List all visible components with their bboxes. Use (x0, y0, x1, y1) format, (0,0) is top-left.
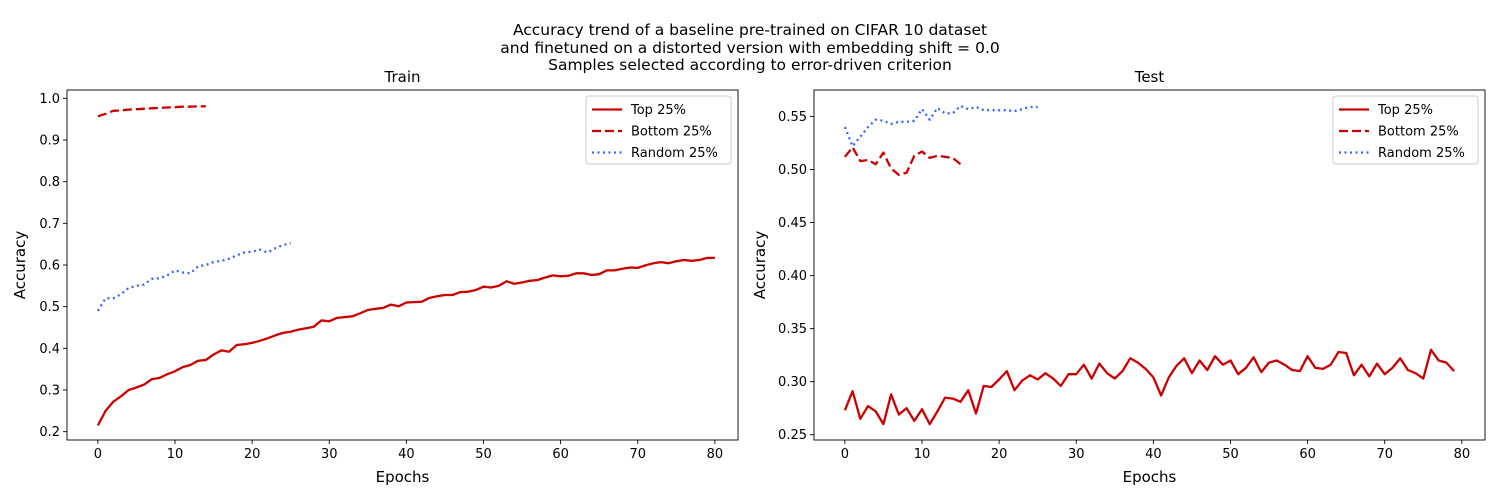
train-chart: 0 10 20 30 40 50 60 70 80 0.2 0.3 0.4 0.5 0.6 0.7 0.8 0.… (11, 68, 739, 486)
train-x-tick-label: 30 (321, 447, 338, 462)
train-x-tick-label: 10 (167, 447, 184, 462)
test-y-tick-label: 0.35 (778, 322, 807, 337)
test-chart: 0 10 20 30 40 50 60 70 80 0.25 0.30 0.35 0.40 0.45 0.5… (751, 68, 1486, 486)
train-series-top-line (96, 256, 715, 426)
train-x-tick-label: 50 (475, 447, 492, 462)
train-y-tick-label: 1.0 (39, 92, 60, 107)
figure-title: Accuracy trend of a baseline pre-trained… (0, 21, 1500, 75)
test-x-tick-label: 80 (1454, 447, 1471, 462)
test-legend-label-random: Random 25% (1378, 146, 1465, 161)
test-y-tick-label: 0.40 (778, 269, 807, 284)
test-axes-frame (813, 89, 1486, 441)
test-y-tick-label: 0.50 (778, 163, 807, 178)
train-x-tick-label: 0 (94, 447, 102, 462)
test-title: Test (1134, 68, 1165, 86)
train-legend-label-bottom: Bottom 25% (631, 125, 712, 140)
figure-title-line-2: and finetuned on a distorted version wit… (500, 38, 1000, 57)
test-x-tick-label: 50 (1222, 447, 1239, 462)
test-y-tick-label: 0.55 (778, 110, 807, 125)
train-y-tick-label: 0.6 (39, 259, 60, 274)
train-x-tick-label: 70 (629, 447, 646, 462)
test-x-tick-label: 40 (1145, 447, 1162, 462)
test-y-axis-label: Accuracy (751, 231, 769, 300)
test-x-tick-label: 70 (1376, 447, 1393, 462)
test-series-random-line (843, 104, 1038, 148)
test-series-bottom-line (844, 146, 962, 176)
figure-title-line-3: Samples selected according to error-driv… (548, 56, 952, 74)
train-y-tick-label: 0.7 (39, 217, 60, 232)
test-x-tick-label: 10 (914, 447, 931, 462)
train-series-bottom-line (97, 105, 206, 118)
test-x-tick-label: 0 (841, 447, 849, 462)
train-y-tick-label: 0.4 (39, 342, 60, 357)
train-x-tick-label: 40 (398, 447, 415, 462)
test-series-top-line (843, 348, 1455, 426)
test-y-tick-label: 0.25 (778, 428, 807, 443)
test-legend-label-bottom: Bottom 25% (1378, 125, 1459, 140)
test-legend: Top 25% Bottom 25% Random 25% (1332, 95, 1479, 165)
train-title: Train (384, 68, 421, 86)
test-legend-box (1332, 95, 1479, 165)
train-x-tick-label: 60 (552, 447, 569, 462)
figure-title-line-1: Accuracy trend of a baseline pre-trained… (512, 21, 988, 39)
train-x-tick-label: 20 (244, 447, 261, 462)
test-y-tick-label: 0.30 (778, 375, 807, 390)
train-y-axis-label: Accuracy (11, 231, 29, 300)
test-x-tick-label: 30 (1068, 447, 1085, 462)
train-series-random-line (96, 242, 291, 312)
train-y-tick-label: 0.9 (39, 134, 60, 149)
test-legend-label-top: Top 25% (1377, 103, 1433, 118)
test-y-tick-label: 0.45 (778, 216, 807, 231)
train-legend-box (585, 95, 732, 165)
train-legend-label-random: Random 25% (631, 146, 718, 161)
train-y-tick-label: 0.2 (39, 425, 60, 440)
train-y-tick-label: 0.8 (39, 175, 60, 190)
train-y-tick-label: 0.5 (39, 300, 60, 315)
test-x-tick-label: 20 (991, 447, 1008, 462)
train-x-tick-label: 80 (707, 447, 724, 462)
train-legend-label-top: Top 25% (630, 103, 686, 118)
train-legend: Top 25% Bottom 25% Random 25% (585, 95, 732, 165)
train-y-tick-label: 0.3 (39, 384, 60, 399)
train-x-axis-label: Epochs (376, 468, 430, 486)
test-x-tick-label: 60 (1299, 447, 1316, 462)
test-x-axis-label: Epochs (1123, 468, 1177, 486)
